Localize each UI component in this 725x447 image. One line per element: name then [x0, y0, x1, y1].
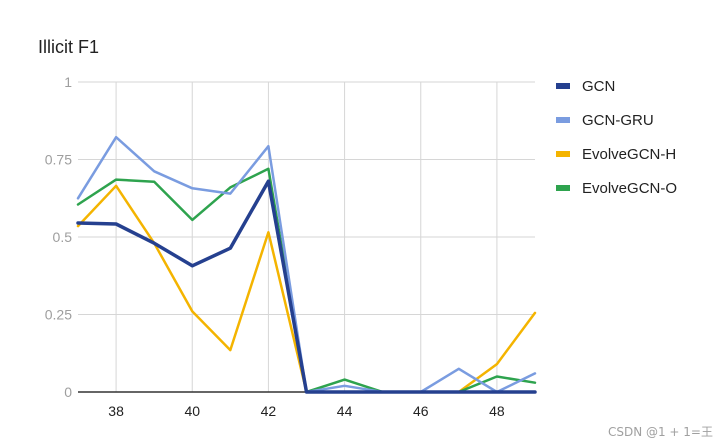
legend-swatch [556, 185, 570, 191]
x-tick-label: 46 [413, 403, 429, 419]
y-tick-label: 1 [64, 74, 72, 90]
series-line-gcn-gru [76, 135, 537, 394]
legend-swatch [556, 117, 570, 123]
x-axis-ticks: 38 40 42 44 46 48 [108, 403, 505, 419]
legend-swatch [556, 151, 570, 157]
series-line-evolvegcn-o [76, 167, 537, 394]
y-axis-ticks: 0 0.25 0.5 0.75 1 [45, 74, 72, 400]
y-tick-label: 0.75 [45, 152, 72, 168]
legend-swatch [556, 83, 570, 89]
x-tick-label: 48 [489, 403, 505, 419]
x-tick-label: 44 [337, 403, 353, 419]
y-tick-label: 0.5 [53, 229, 73, 245]
grid [78, 81, 535, 393]
y-tick-label: 0 [64, 384, 72, 400]
legend-label: EvolveGCN-O [582, 180, 677, 197]
watermark: CSDN @1 + 1=王 [607, 425, 713, 439]
series-line-gcn [76, 179, 537, 394]
x-tick-label: 40 [184, 403, 200, 419]
x-tick-label: 42 [261, 403, 277, 419]
x-tick-label: 38 [108, 403, 124, 419]
chart-title: Illicit F1 [38, 37, 99, 57]
legend: GCN GCN-GRU EvolveGCN-H EvolveGCN-O [556, 78, 677, 197]
y-tick-label: 0.25 [45, 307, 72, 323]
series-lines [76, 135, 537, 394]
series-line-evolvegcn-h [76, 184, 537, 394]
legend-label: EvolveGCN-H [582, 146, 676, 163]
legend-label: GCN-GRU [582, 112, 654, 129]
legend-label: GCN [582, 78, 615, 95]
